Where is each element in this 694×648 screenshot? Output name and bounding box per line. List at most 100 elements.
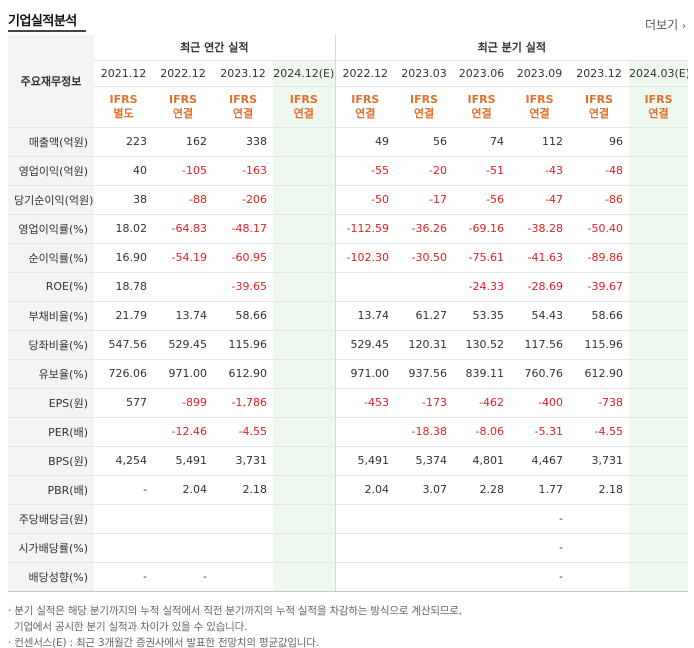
value-cell	[629, 359, 689, 389]
table-row: PBR(배) -2.04 2.18 2.04 3.07 2.28 1.77 2.18	[8, 474, 689, 505]
value-cell: -206	[213, 185, 273, 215]
row-label: EPS(원)	[8, 387, 94, 418]
value-cell: 49	[334, 126, 396, 157]
value-cell: -4.55	[213, 417, 273, 447]
value-cell	[569, 504, 630, 534]
basis-scope: 연결	[413, 106, 435, 120]
financial-summary-table: 주요재무정보 최근 연간 실적 최근 분기 실적 2021.12 2022.12 2…	[8, 35, 689, 592]
value-cell: -36.26	[395, 214, 454, 244]
row-label: 당기순이익(억원)	[8, 185, 94, 215]
value-cell: 56	[395, 126, 454, 157]
value-cell: 16.90	[94, 242, 153, 273]
value-cell	[395, 504, 454, 534]
more-label[interactable]: 더보기	[645, 18, 679, 32]
value-cell: -173	[395, 387, 454, 418]
period-header: 2022.12	[334, 60, 396, 87]
basis-standard: IFRS	[467, 92, 496, 106]
value-cell: 5,374	[395, 446, 454, 476]
value-cell: -50.40	[569, 214, 630, 244]
accounting-basis-header: IFRS 연결	[273, 86, 336, 128]
value-cell: -	[94, 474, 153, 505]
basis-standard: IFRS	[351, 92, 380, 106]
value-cell: 547.56	[94, 329, 153, 360]
accounting-basis-header: IFRS 연결	[153, 86, 213, 128]
value-cell	[629, 272, 689, 302]
value-cell: 338	[213, 126, 273, 157]
value-cell: -400	[510, 387, 570, 418]
value-cell: 612.90	[569, 359, 630, 389]
value-cell: 612.90	[213, 359, 273, 389]
basis-scope: 연결	[355, 106, 376, 120]
basis-scope: 연결	[588, 106, 610, 120]
accounting-basis-header: IFRS 별도	[94, 86, 153, 128]
value-cell: 2.04	[334, 474, 396, 505]
value-cell: 937.56	[395, 359, 454, 389]
row-label: 배당성향(%)	[8, 562, 94, 592]
value-cell	[629, 126, 689, 157]
value-cell: 130.52	[453, 329, 511, 360]
basis-scope: 연결	[471, 106, 492, 120]
period-header: 2022.12	[153, 60, 213, 87]
more-link[interactable]: 더보기 ›	[645, 16, 686, 33]
value-cell: 3,731	[213, 446, 273, 476]
footnote-consensus: · 컨센서스(E) : 최근 3개월간 증권사에서 발표한 전망치의 평균값입니…	[8, 637, 319, 648]
value-cell	[213, 562, 273, 592]
value-cell	[629, 155, 689, 186]
basis-scope: 연결	[293, 106, 314, 120]
accounting-basis-header: IFRS 연결	[395, 86, 454, 128]
value-cell	[94, 417, 153, 447]
value-cell: -39.65	[213, 272, 273, 302]
value-cell	[629, 504, 689, 534]
value-cell	[569, 533, 630, 563]
value-cell	[629, 242, 689, 273]
value-cell	[94, 504, 153, 534]
value-cell	[453, 533, 511, 563]
value-cell: -88	[153, 185, 213, 215]
value-cell	[453, 562, 511, 592]
value-cell	[273, 417, 336, 447]
value-cell: -	[510, 533, 570, 563]
value-cell: 58.66	[569, 301, 630, 331]
value-cell: 4,254	[94, 446, 153, 476]
value-cell	[153, 504, 213, 534]
value-cell	[395, 533, 454, 563]
value-cell	[334, 417, 396, 447]
value-cell: -48.17	[213, 214, 273, 244]
basis-scope: 연결	[232, 106, 254, 120]
basis-scope: 연결	[529, 106, 550, 120]
value-cell: 115.96	[569, 329, 630, 360]
value-cell	[94, 533, 153, 563]
value-cell: -112.59	[334, 214, 396, 244]
table-row: 당좌비율(%) 547.56 529.45 115.96 529.45 120.31 130…	[8, 329, 689, 360]
value-cell: 529.45	[334, 329, 396, 360]
row-label: 시가배당률(%)	[8, 533, 94, 563]
value-cell	[334, 504, 396, 534]
value-cell: -54.19	[153, 242, 213, 273]
value-cell: -89.86	[569, 242, 630, 273]
value-cell	[629, 214, 689, 244]
value-cell: 18.78	[94, 272, 153, 302]
basis-standard: IFRS	[525, 92, 554, 106]
value-cell: -56	[453, 185, 511, 215]
basis-standard: IFRS	[289, 92, 318, 106]
table-row: 배당성향(%) - - -	[8, 562, 689, 592]
table-row: 부채비율(%) 21.79 13.74 58.66 13.74 61.27 53.35 54.…	[8, 301, 689, 331]
value-cell	[213, 504, 273, 534]
basis-scope: 연결	[648, 106, 669, 120]
value-cell	[273, 214, 336, 244]
value-cell	[629, 446, 689, 476]
value-cell	[629, 533, 689, 563]
value-cell: 21.79	[94, 301, 153, 331]
table-row: EPS(원) 577 -899 -1,786 -453 -173 -462 -400 -738	[8, 387, 689, 418]
basis-standard: IFRS	[229, 92, 257, 106]
value-cell	[453, 504, 511, 534]
value-cell: 971.00	[334, 359, 396, 389]
value-cell: 13.74	[334, 301, 396, 331]
period-header: 2023.12	[213, 60, 273, 87]
row-label: 당좌비율(%)	[8, 329, 94, 360]
value-cell: 162	[153, 126, 213, 157]
value-cell: -163	[213, 155, 273, 186]
value-cell: -738	[569, 387, 630, 418]
value-cell	[629, 329, 689, 360]
value-cell	[334, 562, 396, 592]
